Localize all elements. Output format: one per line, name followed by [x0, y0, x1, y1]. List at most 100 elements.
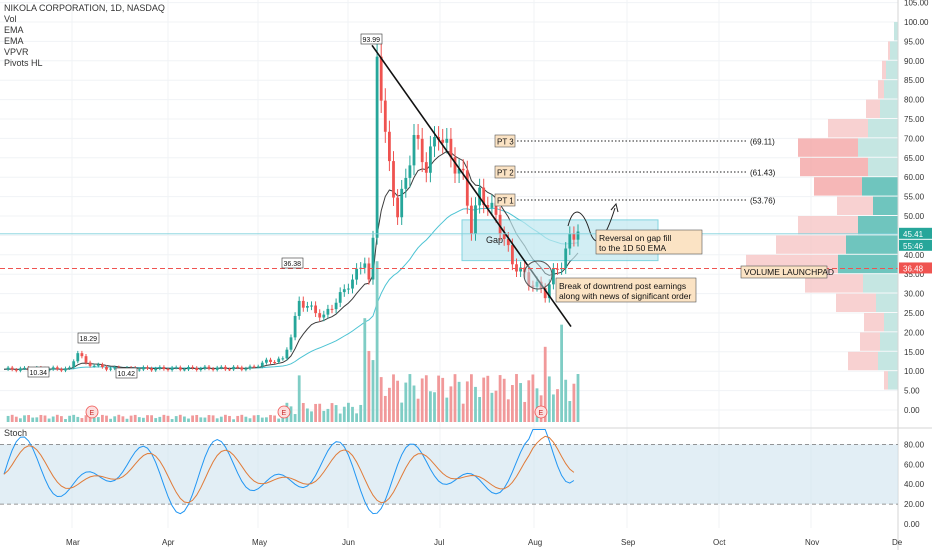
price-tick: 20.00	[904, 328, 925, 337]
indicator-ema-1[interactable]: EMA	[4, 25, 24, 35]
volume-bar	[494, 390, 498, 422]
candle-body	[64, 368, 67, 371]
price-tick: 105.00	[904, 0, 929, 8]
volume-bar	[19, 418, 22, 422]
candle-body	[470, 205, 473, 234]
volume-bar	[453, 374, 457, 422]
vpvr-bar-up	[880, 99, 898, 118]
volume-bar	[236, 415, 240, 422]
candle-body	[240, 367, 244, 370]
volume-bar	[338, 413, 342, 422]
volume-bar	[560, 324, 563, 422]
candle-body	[338, 292, 342, 303]
candle-body	[408, 165, 412, 178]
candle-body	[195, 367, 199, 371]
volume-bar	[310, 411, 313, 422]
volume-bar	[289, 406, 293, 422]
volume-bar	[187, 418, 190, 422]
volume-bar	[121, 416, 125, 422]
indicator-vol[interactable]: Vol	[4, 14, 17, 24]
candle-body	[453, 157, 457, 174]
price-tick: 30.00	[904, 290, 925, 299]
volume-bar	[133, 414, 137, 422]
volume-bar	[490, 392, 494, 422]
volume-bar	[146, 415, 149, 422]
candle-body	[486, 204, 490, 208]
candle-body	[162, 366, 166, 370]
price-tick: 50.00	[904, 212, 925, 221]
vpvr-bar-down	[836, 293, 876, 312]
indicator-ema-2[interactable]: EMA	[4, 36, 24, 46]
last-price-tag-box	[899, 227, 932, 239]
candle-body	[166, 369, 170, 371]
volume-bar	[433, 392, 436, 422]
volume-bar	[55, 414, 59, 422]
month-label: May	[252, 538, 267, 547]
volume-bar	[35, 417, 39, 422]
price-target-value: (53.76)	[750, 197, 776, 206]
candle-body	[515, 264, 518, 272]
candle-body	[576, 231, 580, 240]
vpvr-profile	[746, 22, 898, 390]
volume-bar	[60, 416, 63, 422]
candle-body	[92, 365, 96, 367]
candle-body	[490, 202, 494, 208]
reversal-note-box	[595, 229, 703, 255]
candle-body	[265, 359, 268, 363]
candle-body	[158, 366, 162, 369]
price-target-label: PT 1	[497, 197, 514, 206]
volume-bar	[293, 414, 297, 422]
candle-body	[6, 367, 10, 370]
stoch-tick: 0.00	[904, 520, 920, 529]
vpvr-bar-up	[862, 177, 898, 196]
candle-body	[502, 233, 506, 239]
pivot-label-box	[115, 367, 138, 379]
candle-body	[285, 349, 289, 359]
candle-body	[170, 367, 174, 371]
candle-body	[310, 305, 313, 307]
candle-body	[260, 362, 264, 367]
volume-bar	[441, 377, 445, 422]
candle-body	[105, 366, 108, 370]
vpvr-bar-down	[814, 177, 862, 196]
volume-bar	[359, 404, 363, 422]
vpvr-bar-down	[860, 332, 880, 351]
candle-body	[293, 315, 297, 338]
indicator-pivots[interactable]: Pivots HL	[4, 58, 43, 68]
stoch-label[interactable]: Stoch	[4, 428, 28, 438]
pivot-label: 10.42	[118, 371, 136, 378]
volume-bar	[252, 415, 256, 422]
volume-bar	[367, 350, 371, 422]
candle-body	[146, 367, 149, 369]
volume-bar	[158, 416, 162, 422]
volume-bar	[183, 416, 186, 422]
candle-body	[363, 263, 367, 268]
volume-bar	[219, 416, 223, 422]
month-label: De	[892, 538, 903, 547]
vpvr-bar-down	[837, 196, 873, 215]
indicator-vpvr[interactable]: VPVR	[4, 47, 29, 57]
volume-bar	[506, 399, 510, 422]
level-price-tag-box	[899, 262, 932, 274]
candle-body	[150, 368, 153, 371]
price-tick: 70.00	[904, 134, 925, 143]
volume-bar	[547, 376, 551, 422]
volume-bar	[363, 318, 367, 422]
candle-body	[174, 367, 178, 369]
price-tick: 60.00	[904, 173, 925, 182]
volume-bar	[531, 374, 535, 422]
vpvr-bar-down	[798, 216, 858, 235]
vpvr-bar-up	[868, 119, 898, 138]
volume-bar	[515, 374, 518, 422]
price-tick: 65.00	[904, 154, 925, 163]
volume-bar	[383, 395, 387, 422]
candle-body	[19, 368, 22, 371]
candle-body	[215, 367, 219, 370]
volume-bar	[396, 380, 399, 422]
volume-bar	[371, 360, 375, 422]
vpvr-bar-up	[868, 157, 898, 177]
volume-bar	[27, 415, 30, 422]
month-label: Mar	[66, 538, 80, 547]
